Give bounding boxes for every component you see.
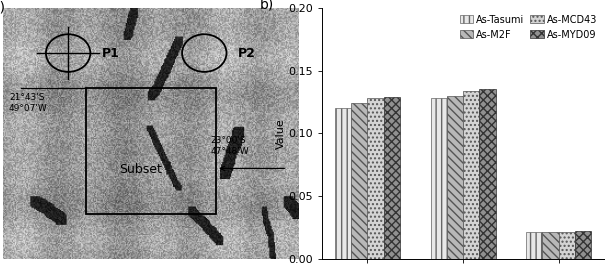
Bar [558,232,575,259]
Bar [543,232,558,259]
Bar [367,98,384,259]
Bar [86,88,216,214]
Text: P1: P1 [102,46,120,60]
Bar [526,232,543,259]
Bar [575,231,591,259]
Y-axis label: Value: Value [276,118,285,149]
Bar [480,89,495,259]
Bar [351,103,367,259]
Text: b): b) [260,0,274,12]
Text: a): a) [0,0,5,15]
Bar [430,98,447,259]
Bar [384,97,400,259]
Text: P2: P2 [239,46,256,60]
Text: 23°00'S
47°48'W: 23°00'S 47°48'W [210,136,249,156]
Bar [463,91,480,259]
Text: 21°43'S
49°07'W: 21°43'S 49°07'W [9,93,48,112]
Bar [335,108,351,259]
Bar [447,96,463,259]
Legend: As-Tasumi, As-M2F, As-MCD43, As-MYD09: As-Tasumi, As-M2F, As-MCD43, As-MYD09 [458,13,599,41]
Text: Subset: Subset [119,163,162,176]
